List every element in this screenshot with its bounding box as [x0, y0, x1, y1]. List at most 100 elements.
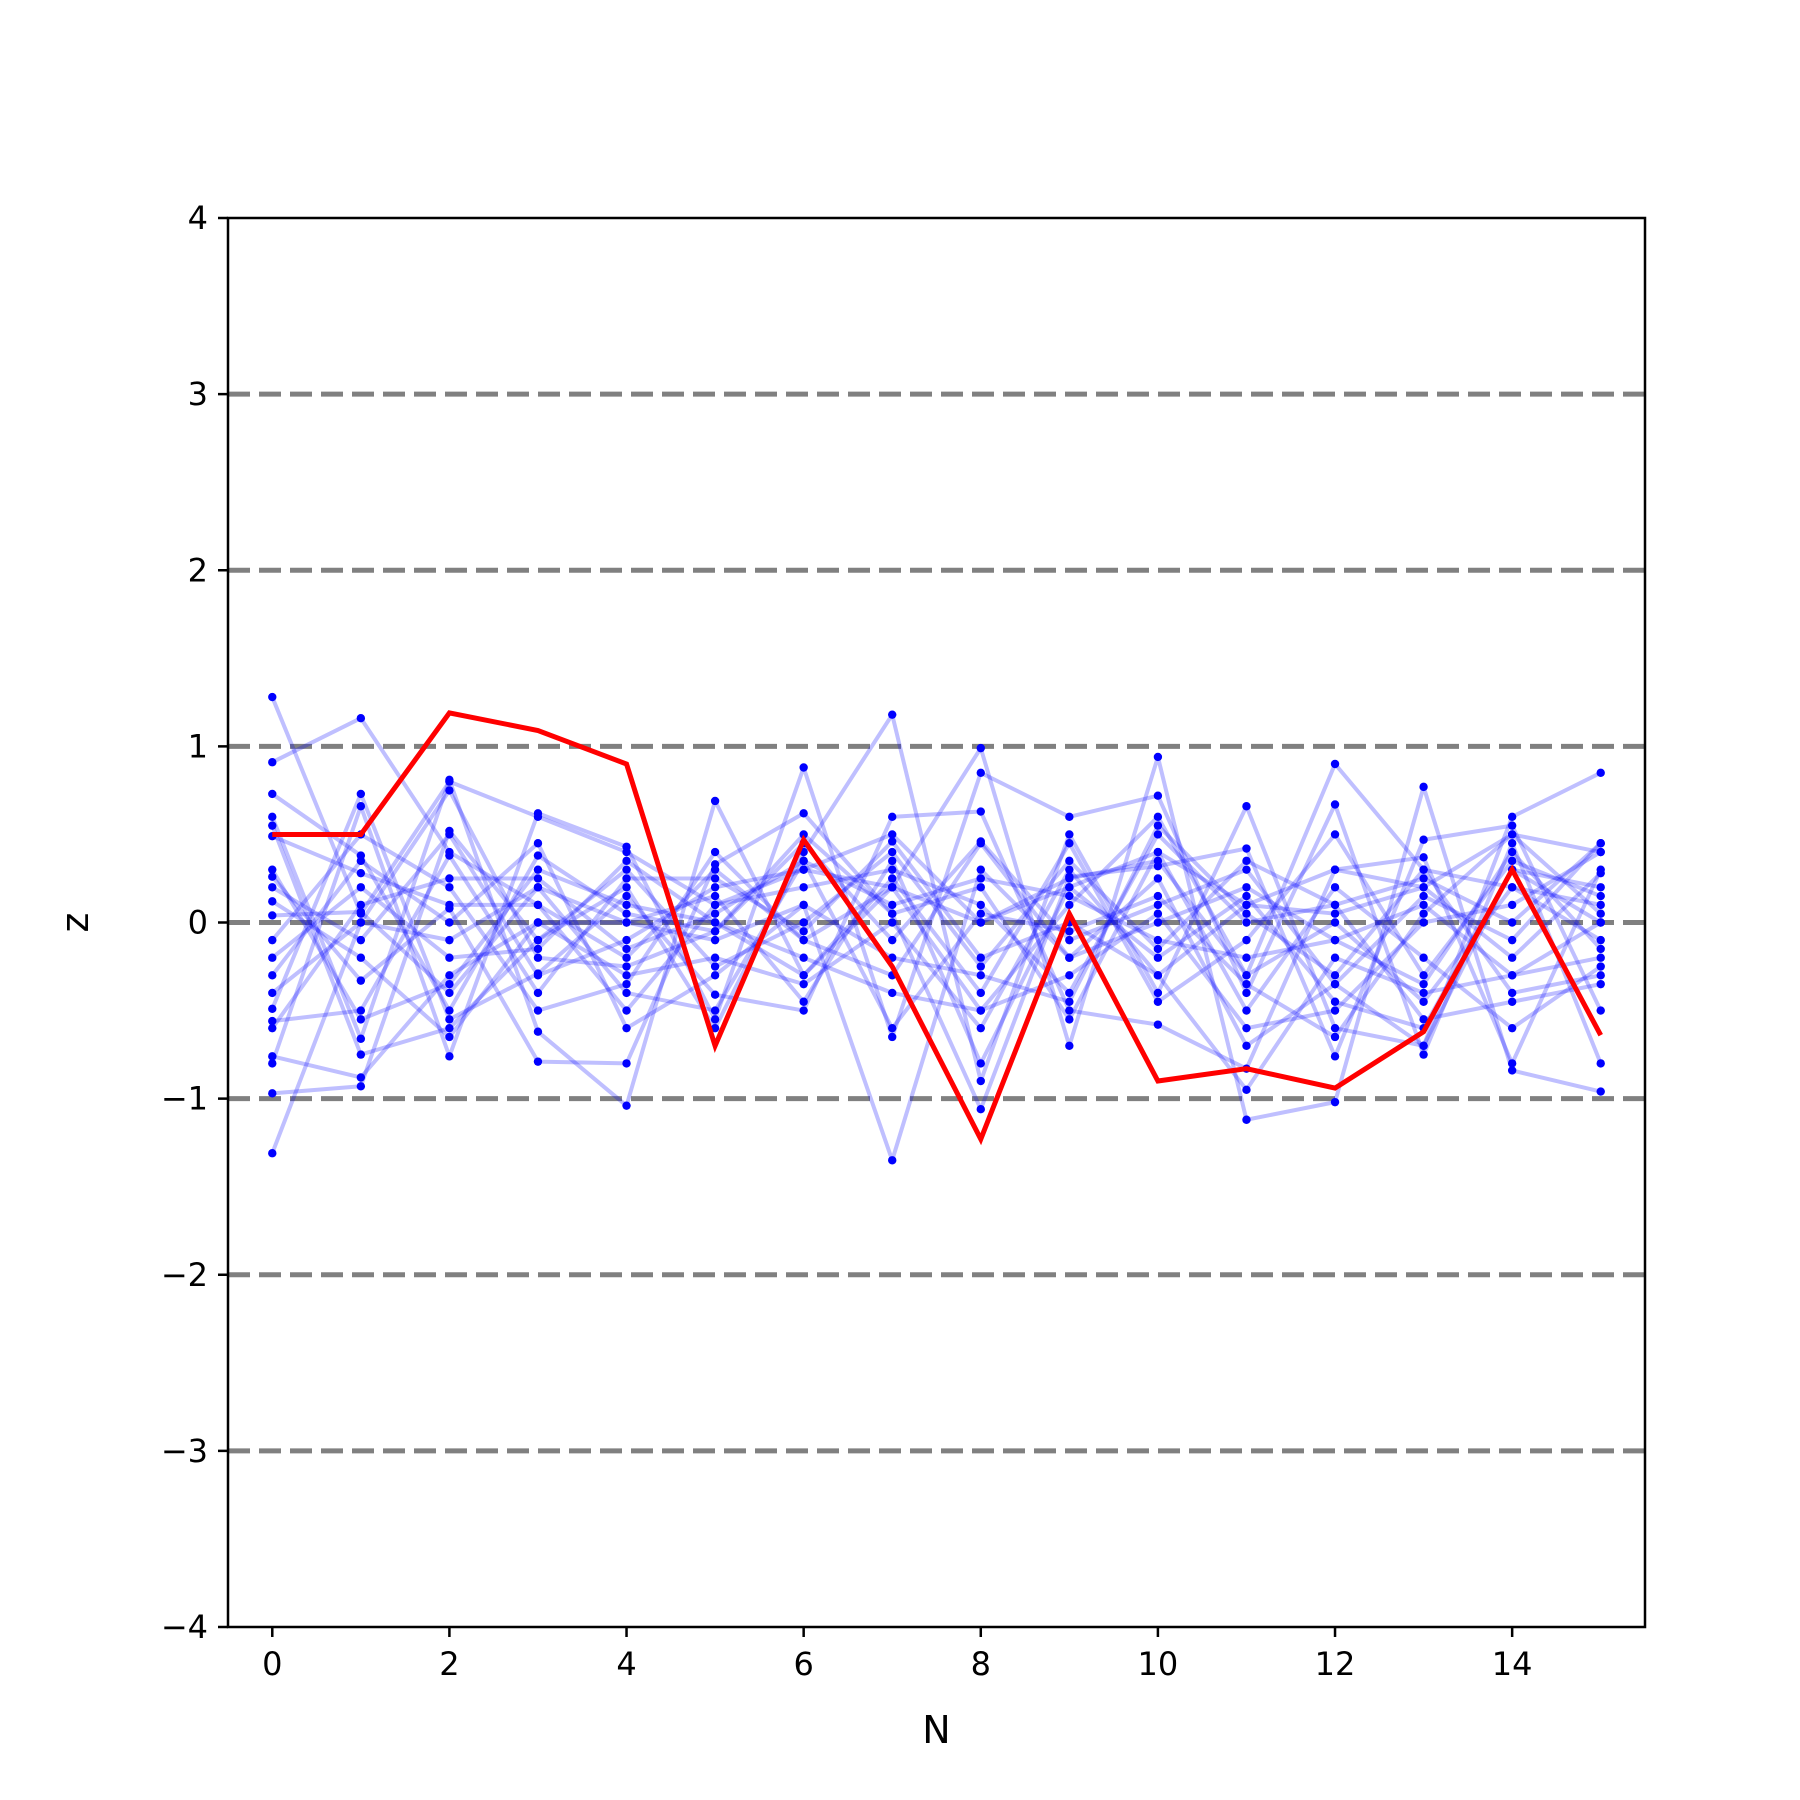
- background-point: [1330, 979, 1340, 989]
- background-point: [976, 988, 985, 998]
- background-point: [1419, 1050, 1428, 1059]
- background-point: [1242, 891, 1251, 901]
- background-point: [1065, 856, 1074, 866]
- background-point: [1596, 971, 1605, 980]
- background-series: [268, 692, 1605, 1165]
- background-series-line: [270, 811, 1603, 1112]
- y-axis-label: z: [53, 913, 97, 933]
- background-point: [1065, 953, 1074, 962]
- background-point: [533, 988, 543, 998]
- background-point: [1153, 830, 1163, 839]
- background-point: [1419, 988, 1428, 998]
- background-point: [268, 1149, 277, 1158]
- background-point: [622, 918, 631, 927]
- background-point: [533, 944, 543, 954]
- background-point: [1242, 909, 1251, 918]
- background-point: [799, 971, 808, 980]
- background-point: [622, 874, 631, 883]
- background-point: [445, 1006, 454, 1015]
- background-point: [799, 865, 808, 874]
- background-point: [1242, 918, 1251, 927]
- background-point: [1507, 883, 1517, 892]
- background-point: [976, 1104, 985, 1114]
- background-point: [1065, 874, 1074, 883]
- background-point: [1419, 979, 1428, 989]
- background-point: [710, 1006, 720, 1015]
- background-series-line: [270, 746, 1602, 1122]
- background-point: [1507, 953, 1517, 962]
- background-point: [533, 1006, 543, 1015]
- background-point: [1507, 812, 1517, 822]
- background-point: [1153, 1020, 1163, 1029]
- background-series-line: [270, 832, 1603, 1048]
- background-point: [1507, 1066, 1517, 1075]
- background-point: [1419, 853, 1428, 862]
- background-point: [1330, 800, 1340, 809]
- background-point: [356, 883, 366, 892]
- background-series-group: [268, 821, 1605, 1033]
- background-point: [1330, 909, 1340, 918]
- background-point: [1330, 759, 1340, 769]
- background-point: [888, 847, 897, 857]
- background-point: [799, 809, 808, 818]
- background-point: [1507, 988, 1517, 998]
- background-point: [1242, 971, 1251, 980]
- background-point: [710, 847, 720, 857]
- background-point: [976, 900, 985, 910]
- y-tick-label: −2: [161, 1256, 208, 1294]
- background-series-line: [271, 792, 1602, 1048]
- background-point: [1596, 1087, 1605, 1096]
- background-point: [1242, 802, 1251, 811]
- background-point: [622, 988, 631, 998]
- background-point: [1419, 782, 1428, 792]
- background-point: [356, 1082, 366, 1091]
- background-point: [268, 971, 277, 980]
- background-point: [1153, 812, 1163, 822]
- y-tick-label: 3: [188, 375, 208, 413]
- background-point: [1065, 1006, 1074, 1015]
- background-point: [976, 768, 985, 777]
- background-point: [268, 821, 277, 830]
- background-point: [888, 909, 897, 918]
- background-point: [1065, 891, 1074, 901]
- background-point: [1330, 953, 1340, 962]
- background-point: [1419, 835, 1428, 844]
- background-point: [1330, 918, 1340, 927]
- background-point: [1153, 856, 1163, 866]
- background-point: [445, 935, 454, 945]
- background-point: [710, 860, 720, 869]
- background-point: [1065, 1041, 1074, 1050]
- background-point: [1330, 865, 1340, 874]
- background-point: [533, 953, 543, 962]
- background-point: [445, 830, 454, 839]
- background-series-group: [268, 743, 1605, 1124]
- background-point: [888, 812, 897, 822]
- background-point: [1242, 865, 1251, 874]
- background-point: [1242, 953, 1251, 962]
- background-point: [710, 962, 720, 971]
- background-point: [1507, 821, 1517, 830]
- background-point: [622, 1006, 631, 1015]
- background-point: [1330, 1032, 1340, 1042]
- background-point: [268, 812, 277, 822]
- background-point: [268, 758, 277, 767]
- background-series-group: [268, 847, 1605, 1033]
- background-point: [622, 1059, 631, 1068]
- background-point: [356, 789, 366, 799]
- background-point: [1065, 927, 1074, 936]
- background-point: [1330, 1097, 1340, 1107]
- highlight-series-layer: [272, 710, 1603, 1146]
- background-point: [1330, 1006, 1340, 1015]
- background-point: [1330, 883, 1340, 892]
- background-point: [888, 900, 897, 910]
- background-series-line: [271, 832, 1603, 1013]
- background-point: [1507, 1023, 1517, 1033]
- background-series-group: [268, 865, 1605, 1095]
- y-tick-label: 2: [188, 551, 208, 589]
- background-point: [356, 953, 366, 962]
- x-tick-label: 0: [262, 1645, 282, 1683]
- background-point: [1419, 874, 1428, 883]
- background-series-group: [268, 837, 1605, 1026]
- background-point: [1065, 839, 1074, 848]
